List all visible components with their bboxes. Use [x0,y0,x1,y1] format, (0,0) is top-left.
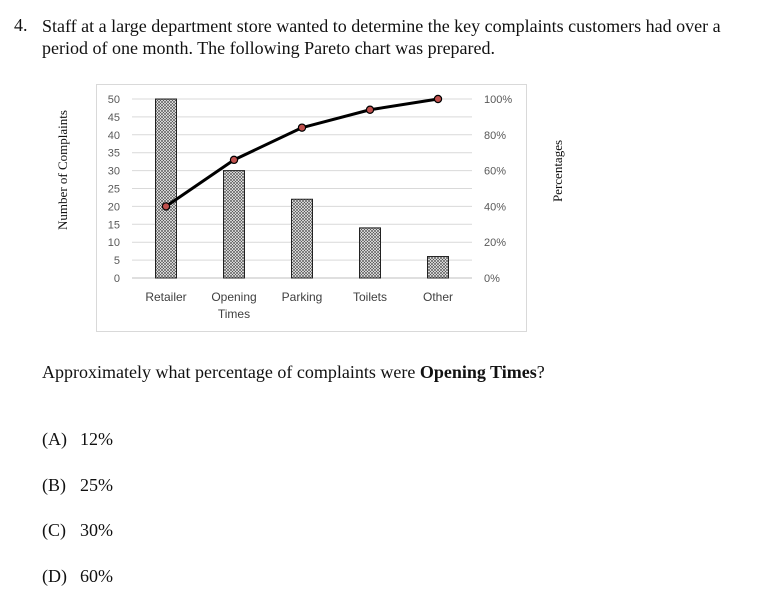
bar [359,227,381,279]
prompt-text: Approximately what percentage of complai… [42,362,420,382]
x-tick-label: Retailer [145,290,186,304]
x-tick-label: Parking [282,290,323,304]
line-marker [365,105,375,114]
x-tick-label: Toilets [353,290,387,304]
bar [291,198,313,279]
y2-tick-label: 40% [484,201,506,213]
choice-letter: (B) [42,475,66,495]
line-marker [433,94,443,104]
choice-letter: (C) [42,520,66,540]
y-tick-label: 0 [114,273,120,285]
y-tick-label: 5 [114,255,120,267]
y-tick-label: 50 [108,94,120,106]
y-tick-label: 25 [108,184,120,196]
y-tick-label: 30 [108,166,120,178]
x-tick-label: Opening [211,290,256,304]
x-tick-label: Times [218,307,250,321]
y-tick-label: 45 [108,112,120,124]
choice-text: 60% [80,566,113,586]
line-marker [229,155,239,165]
choice-d[interactable]: (D) 60% [42,566,113,587]
choice-letter: (A) [42,429,67,449]
bar [223,170,245,279]
choice-text: 30% [80,520,113,540]
question-prompt: Approximately what percentage of complai… [42,362,545,383]
y-tick-label: 10 [108,237,120,249]
y-tick-label: 20 [108,201,120,213]
x-tick-label: Other [423,290,453,304]
prompt-emphasis: Opening Times [419,362,537,382]
y2-tick-label: 60% [484,166,506,178]
choice-c[interactable]: (C) 30% [42,520,113,541]
y2-tick-label: 0% [484,273,500,285]
line-marker [161,202,171,211]
bar [427,256,449,279]
choice-letter: (D) [42,566,67,586]
choice-text: 25% [80,475,113,495]
y-tick-label: 15 [108,219,120,231]
choice-text: 12% [80,429,113,449]
question-number: 4. [14,15,28,35]
y2-tick-label: 100% [484,94,512,106]
y2-tick-label: 20% [484,237,506,249]
y-tick-label: 35 [108,148,120,160]
question-stem: Staff at a large department store wanted… [42,16,721,58]
prompt-end: ? [536,362,545,382]
choice-b[interactable]: (B) 25% [42,475,113,496]
y-tick-label: 40 [108,130,120,142]
line-marker [297,123,307,132]
bar [155,98,177,279]
choice-a[interactable]: (A) 12% [42,429,113,450]
y2-tick-label: 80% [484,130,506,142]
